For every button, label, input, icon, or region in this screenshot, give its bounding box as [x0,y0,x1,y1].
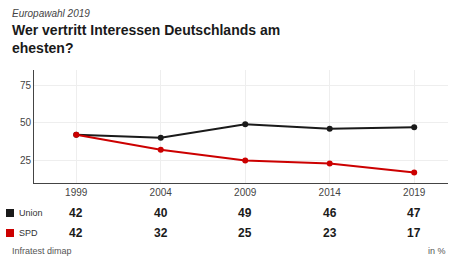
svg-text:Wer vertritt Interessen Deutsc: Wer vertritt Interessen Deutschlands ame… [12,22,280,56]
svg-text:25: 25 [238,226,252,240]
svg-text:42: 42 [69,206,83,220]
svg-text:2019: 2019 [403,187,426,198]
svg-text:23: 23 [323,226,337,240]
svg-text:Infratest dimap: Infratest dimap [12,246,72,256]
svg-text:1999: 1999 [65,187,88,198]
svg-text:47: 47 [407,206,421,220]
svg-text:in %: in % [428,246,446,256]
svg-text:SPD: SPD [19,228,38,238]
svg-text:42: 42 [69,226,83,240]
svg-text:32: 32 [154,226,168,240]
svg-text:17: 17 [407,226,421,240]
svg-text:25: 25 [20,155,32,166]
svg-text:2014: 2014 [319,187,342,198]
svg-text:40: 40 [154,206,168,220]
svg-text:50: 50 [20,117,32,128]
svg-text:2004: 2004 [150,187,173,198]
svg-text:46: 46 [323,206,337,220]
svg-text:Europawahl 2019: Europawahl 2019 [12,8,90,19]
svg-text:Union: Union [19,208,43,218]
svg-text:75: 75 [20,80,32,91]
svg-text:49: 49 [238,206,252,220]
svg-text:2009: 2009 [234,187,257,198]
